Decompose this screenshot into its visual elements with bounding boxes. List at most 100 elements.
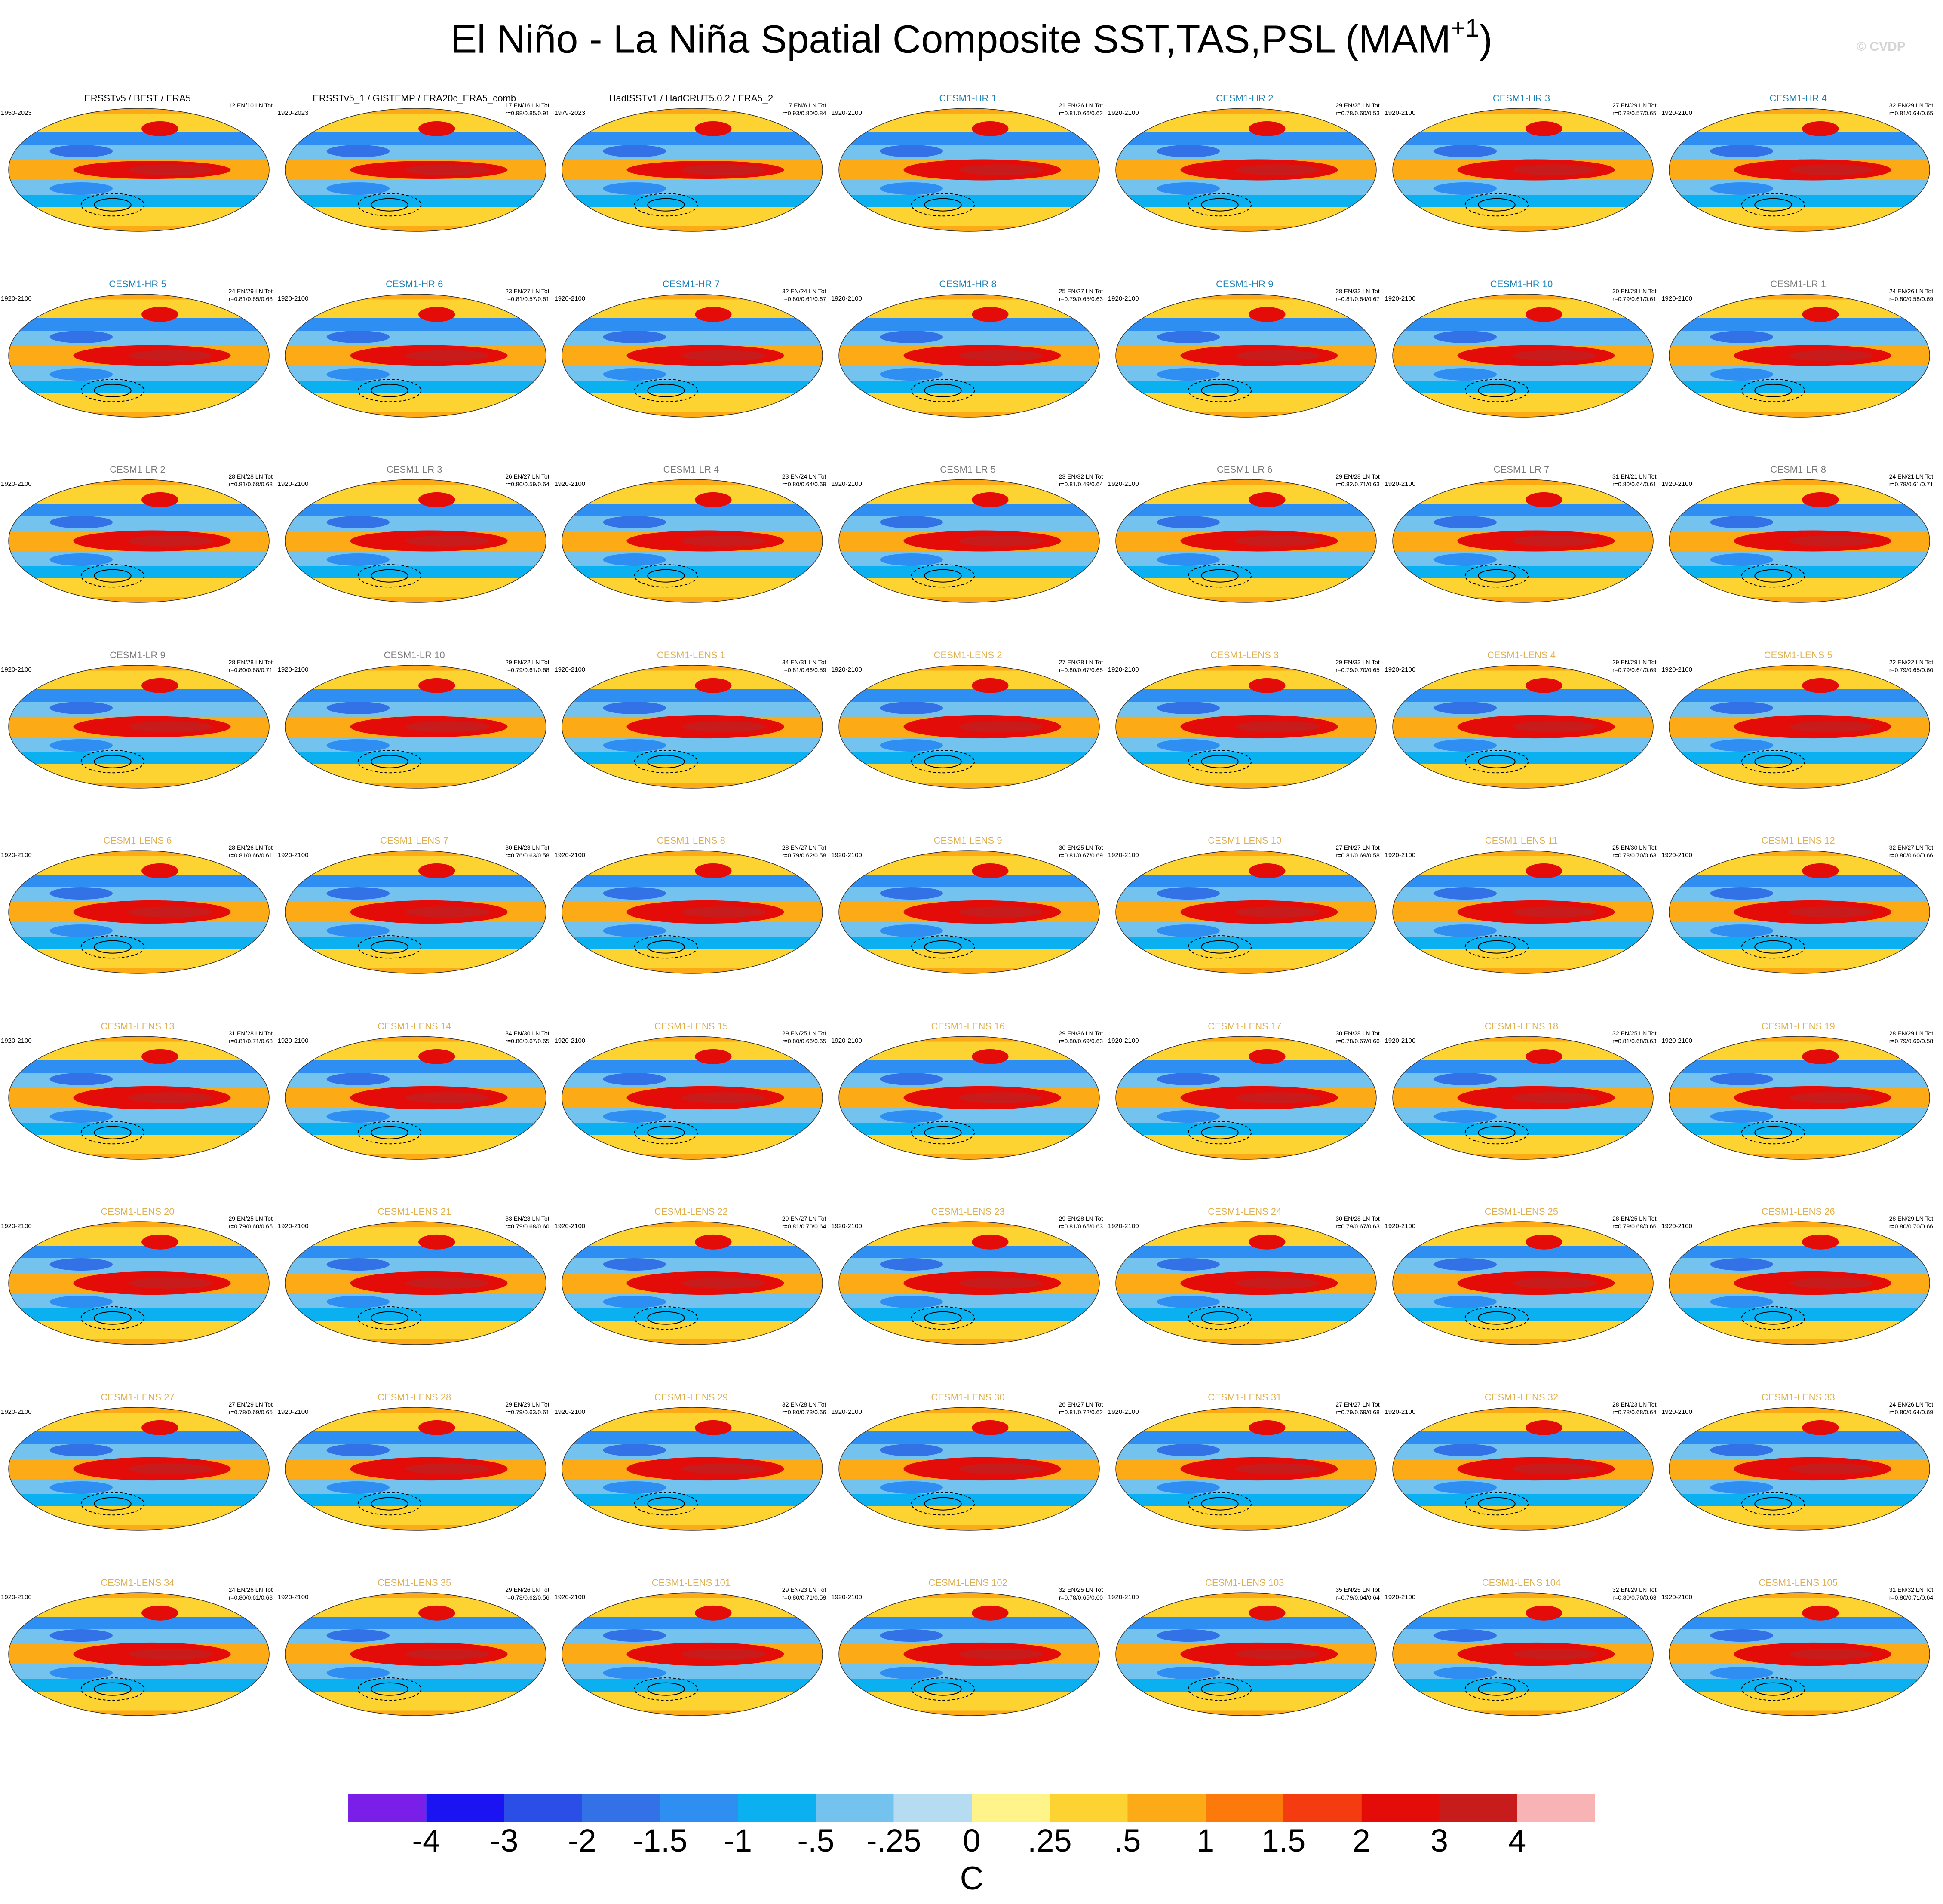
- map-panel: CESM1-LENS 5 1920-2100 22 EN/22 LN Tot r=0.…: [1661, 557, 1936, 789]
- panel-event-count: 29 EN/26 LN Tot r=0.78/0.62/0.56: [505, 1586, 549, 1601]
- map-shading-band: [1392, 1122, 1653, 1135]
- panel-title: CESM1-LENS 22: [654, 1206, 728, 1217]
- panel-years: 1920-2100: [1108, 1222, 1139, 1230]
- panel-pattern-correlation: r=0.79/0.62/0.58: [782, 852, 826, 859]
- cold-anomaly: [49, 1443, 113, 1456]
- cold-anomaly: [603, 330, 666, 343]
- map-border: [838, 850, 1100, 974]
- map-shading-band: [1669, 1060, 1930, 1073]
- panel-pattern-correlation: r=0.80/0.64/0.69: [1889, 1408, 1934, 1416]
- equatorial-peak-anomaly: [1512, 1092, 1596, 1103]
- northern-warm-anomaly: [1525, 121, 1562, 136]
- cold-anomaly: [880, 887, 943, 900]
- cold-anomaly: [880, 145, 943, 157]
- psl-contour: [1477, 940, 1516, 954]
- equatorial-peak-anomaly: [1512, 1649, 1596, 1660]
- northern-warm-anomaly: [418, 1049, 455, 1064]
- map-shading-band: [562, 516, 823, 531]
- map-border: [1392, 664, 1654, 789]
- panel-years: 1920-2100: [1, 480, 32, 488]
- panel-pattern-correlation: r=0.79/0.61/0.68: [505, 666, 549, 673]
- psl-contour: [1754, 755, 1792, 768]
- equatorial-peak-anomaly: [681, 1463, 766, 1474]
- cold-anomaly: [1433, 1072, 1497, 1085]
- psl-contour: [370, 198, 408, 212]
- map-panel: CESM1-HR 7 1920-2100 32 EN/24 LN Tot r=0.80…: [553, 186, 829, 418]
- panel-count-text: 24 EN/29 LN Tot: [228, 287, 273, 295]
- panel-count-text: 32 EN/25 LN Tot: [1612, 1029, 1657, 1037]
- map-panel: CESM1-LENS 105 1920-2100 31 EN/32 LN Tot r=…: [1661, 1484, 1936, 1716]
- composite-map: [1392, 1592, 1654, 1716]
- map-border: [1669, 1592, 1930, 1716]
- cold-anomaly: [1710, 182, 1774, 195]
- equatorial-peak-anomaly: [1512, 1463, 1596, 1474]
- northern-warm-anomaly: [972, 492, 1009, 507]
- panel-title: CESM1-LR 2: [110, 464, 166, 475]
- panel-pattern-correlation: r=0.79/0.64/0.69: [1612, 666, 1657, 673]
- equatorial-peak-anomaly: [681, 1278, 766, 1289]
- equatorial-peak-anomaly: [1235, 350, 1320, 361]
- colorbar-swatch: [660, 1794, 738, 1822]
- panel-pattern-correlation: r=0.78/0.57/0.65: [1612, 110, 1657, 117]
- cold-anomaly: [1157, 1072, 1220, 1085]
- map-shading-band: [1669, 1443, 1930, 1459]
- cold-anomaly: [880, 739, 943, 752]
- panel-event-count: 28 EN/29 LN Tot r=0.79/0.69/0.58: [1889, 1029, 1933, 1045]
- panel-count-text: 12 EN/10 LN Tot: [228, 102, 273, 109]
- psl-contour: [94, 384, 132, 397]
- panel-pattern-correlation: r=0.79/0.70/0.65: [1335, 666, 1380, 673]
- panel-title: CESM1-LENS 105: [1759, 1577, 1838, 1588]
- composite-map: [562, 108, 823, 232]
- panel-event-count: 29 EN/22 LN Tot r=0.79/0.61/0.68: [505, 658, 549, 674]
- panel-pattern-correlation: r=0.80/0.61/0.67: [782, 295, 826, 302]
- map-panel: CESM1-LR 8 1920-2100 24 EN/21 LN Tot r=0.78…: [1661, 371, 1936, 603]
- panel-title: CESM1-LENS 12: [1761, 835, 1835, 846]
- map-shading-band: [285, 195, 546, 207]
- map-shading-band: [9, 1443, 269, 1459]
- psl-contour: [1201, 1682, 1239, 1696]
- map-border: [562, 1407, 823, 1531]
- panel-years: 1920-2100: [1384, 1222, 1416, 1230]
- panel-event-count: 29 EN/28 LN Tot r=0.81/0.65/0.63: [1059, 1215, 1103, 1230]
- map-shading-band: [1115, 887, 1376, 902]
- cold-anomaly: [1433, 1443, 1497, 1456]
- map-shading-band: [1115, 330, 1376, 346]
- panel-pattern-correlation: r=0.81/0.49/0.64: [1059, 481, 1103, 488]
- panel-event-count: 26 EN/27 LN Tot r=0.81/0.72/0.62: [1059, 1400, 1103, 1416]
- cold-anomaly: [1433, 924, 1497, 937]
- panel-pattern-correlation: r=0.81/0.70/0.64: [782, 1223, 826, 1230]
- panel-title: CESM1-LENS 31: [1208, 1391, 1282, 1403]
- cold-anomaly: [1157, 145, 1220, 157]
- northern-warm-anomaly: [695, 1420, 732, 1435]
- equatorial-peak-anomaly: [1789, 1092, 1873, 1103]
- cold-anomaly: [326, 516, 390, 528]
- map-shading-band: [1392, 1246, 1653, 1258]
- map-border: [8, 1407, 270, 1531]
- map-border: [1392, 1035, 1654, 1160]
- northern-warm-anomaly: [1802, 1049, 1839, 1064]
- map-shading-band: [562, 1122, 823, 1135]
- psl-contour: [1201, 1311, 1239, 1325]
- panel-count-text: 24 EN/26 LN Tot: [228, 1586, 273, 1593]
- panel-years: 1920-2100: [1661, 109, 1692, 117]
- panel-count-text: 29 EN/36 LN Tot: [1059, 1029, 1103, 1037]
- map-shading-band: [9, 566, 269, 578]
- panel-count-text: 23 EN/32 LN Tot: [1059, 473, 1103, 480]
- panel-pattern-correlation: r=0.80/0.71/0.59: [782, 1594, 826, 1601]
- map-panel: CESM1-HR 6 1920-2100 23 EN/27 LN Tot r=0.81…: [277, 186, 552, 418]
- composite-map: [1669, 1221, 1930, 1345]
- panel-count-text: 27 EN/29 LN Tot: [228, 1400, 273, 1408]
- map-shading-band: [9, 504, 269, 516]
- panel-count-text: 28 EN/33 LN Tot: [1335, 287, 1380, 295]
- northern-warm-anomaly: [1525, 863, 1562, 878]
- panel-years: 1920-2100: [1, 295, 32, 302]
- chart-title-superscript: +1: [1451, 14, 1480, 42]
- panel-pattern-correlation: r=0.81/0.68/0.68: [228, 481, 273, 488]
- map-panel: CESM1-LR 2 1920-2100 28 EN/28 LN Tot r=0.81…: [0, 371, 275, 603]
- psl-contour: [647, 1497, 685, 1511]
- composite-map: [562, 850, 823, 974]
- composite-map: [8, 479, 270, 603]
- cold-anomaly: [1710, 330, 1774, 343]
- panel-title: CESM1-LR 4: [663, 464, 719, 475]
- map-panel: CESM1-LENS 104 1920-2100 32 EN/29 LN Tot r=…: [1384, 1484, 1659, 1716]
